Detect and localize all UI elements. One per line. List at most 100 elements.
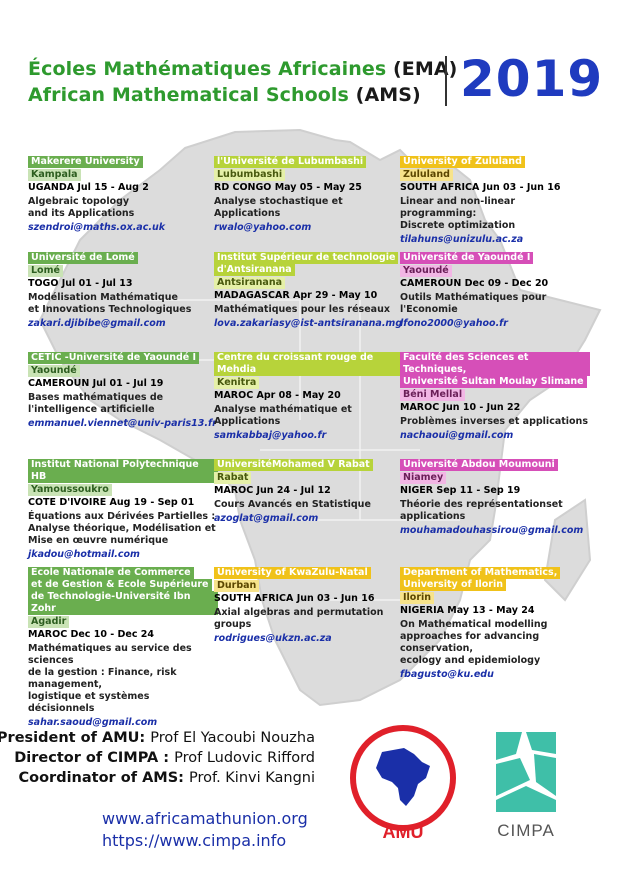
topic-line: Problèmes inverses et applications	[400, 416, 588, 427]
school-city: Yamoussoukro	[28, 484, 112, 496]
amu-link[interactable]: www.africamathunion.org	[102, 809, 308, 828]
topic-line: Théorie des représentationset applicatio…	[400, 499, 563, 522]
institution-line: Department of Mathematics,	[400, 567, 561, 579]
topic-line: logistique et systèmes décisionnels	[28, 691, 150, 714]
school-card: Centre du croissant rouge de Mehdia Kenit…	[214, 352, 404, 442]
school-card: University of Zululand Zululand SOUTH AFRI…	[400, 156, 590, 246]
school-email[interactable]: azoglat@gmail.com	[214, 513, 319, 524]
school-country-dates: SOUTH AFRICA Jun 03 - Jun 16	[400, 182, 561, 193]
institution-line: de Technologie-Université Ibn Zohr	[28, 591, 218, 615]
school-topic: Mathématiques au service des sciences de …	[28, 643, 218, 715]
institution-line: Université Sultan Moulay Slimane	[400, 376, 587, 388]
school-card: Université de Lomé Lomé TOGO Jul 01 - Jul …	[28, 252, 218, 330]
school-city: Kampala	[28, 169, 81, 181]
school-city: Durban	[214, 580, 260, 592]
school-city: Ilorin	[400, 592, 435, 604]
title-divider	[445, 56, 447, 106]
topic-line: Linear and non-linear programming:	[400, 196, 516, 219]
school-country-dates: NIGER Sep 11 - Sep 19	[400, 485, 521, 496]
school-email[interactable]: sahar.saoud@gmail.com	[28, 717, 158, 728]
school-email[interactable]: nachaoui@gmail.com	[400, 430, 514, 441]
school-email[interactable]: jkadou@hotmail.com	[28, 549, 140, 560]
school-topic: Linear and non-linear programming: Discre…	[400, 196, 590, 232]
school-card: CETIC -Université de Yaoundé I Yaoundé CAM…	[28, 352, 218, 430]
school-topic: On Mathematical modelling approaches for …	[400, 619, 590, 667]
school-topic: Bases mathématiques de l'intelligence art…	[28, 392, 218, 416]
president-line: President of AMU: Prof El Yacoubi Nouzha	[0, 730, 315, 746]
institution-line: Makerere University	[28, 156, 143, 168]
institution-line: University of Ilorin	[400, 579, 506, 591]
school-card: UniversitéMohamed V Rabat Rabat MAROC Jun …	[214, 459, 404, 525]
school-email[interactable]: tilahuns@unizulu.ac.za	[400, 234, 524, 245]
institution-line: University of KwaZulu-Natal	[214, 567, 371, 579]
school-country-dates: MADAGASCAR Apr 29 - May 10	[214, 290, 378, 301]
school-city: Antsiranana	[214, 277, 286, 289]
institution-line: Université de Lomé	[28, 252, 138, 264]
school-country-dates: NIGERIA May 13 - May 24	[400, 605, 535, 616]
institution-line: Université de Yaoundé I	[400, 252, 534, 264]
school-institution: Université Abdou Moumouni	[400, 459, 590, 471]
school-email[interactable]: fbagusto@ku.edu	[400, 669, 494, 680]
topic-line: On Mathematical modelling	[400, 619, 548, 630]
school-city: Agadir	[28, 616, 70, 628]
school-email[interactable]: emmanuel.viennet@univ-paris13.fr	[28, 418, 217, 429]
school-email[interactable]: zakari.djibibe@gmail.com	[28, 318, 166, 329]
amu-logo: AMU	[350, 725, 456, 842]
school-card: Faculté des Sciences et Techniques, Unive…	[400, 352, 590, 442]
school-email[interactable]: rwalo@yahoo.com	[214, 222, 312, 233]
school-city: Yaoundé	[400, 265, 452, 277]
school-topic: Axial algebras and permutation groups	[214, 607, 404, 631]
cimpa-link[interactable]: https://www.cimpa.info	[102, 831, 287, 850]
school-email[interactable]: lova.zakariasy@ist-antsiranana.mg	[214, 318, 403, 329]
school-country-dates: MAROC Dec 10 - Dec 24	[28, 629, 155, 640]
school-institution: Université de Yaoundé I	[400, 252, 590, 264]
school-city: Béni Mellal	[400, 389, 466, 401]
topic-line: Algebraic topology	[28, 196, 130, 207]
school-card: Makerere University Kampala UGANDA Jul 15 …	[28, 156, 218, 234]
school-topic: Problèmes inverses et applications	[400, 416, 590, 428]
institution-line: d'Antsiranana	[214, 264, 295, 276]
school-topic: Analyse stochastique et Applications	[214, 196, 404, 220]
links: www.africamathunion.org https://www.cimp…	[102, 808, 308, 852]
topic-line: l'intelligence artificielle	[28, 404, 155, 415]
school-email[interactable]: samkabbaj@yahoo.fr	[214, 430, 327, 441]
school-email[interactable]: szendroi@maths.ox.ac.uk	[28, 222, 166, 233]
topic-line: Analyse théorique, Modélisation et	[28, 523, 216, 534]
institution-line: Institut National Polytechnique HB	[28, 459, 218, 483]
school-email[interactable]: mouhamadouhassirou@gmail.com	[400, 525, 584, 536]
school-email[interactable]: rodrigues@ukzn.ac.za	[214, 633, 332, 644]
title-english: African Mathematical Schools (AMS)	[28, 84, 421, 106]
school-institution: University of Zululand	[400, 156, 590, 168]
school-city: Lomé	[28, 265, 63, 277]
school-institution: Faculté des Sciences et Techniques, Unive…	[400, 352, 590, 388]
topic-line: approaches for advancing conservation,	[400, 631, 540, 654]
year: 2019	[460, 50, 604, 108]
institution-line: Faculté des Sciences et Techniques,	[400, 352, 590, 376]
topic-line: Outils Mathématiques pour l'Economie	[400, 292, 547, 315]
school-city: Kenitra	[214, 377, 260, 389]
topic-line: Axial algebras and permutation groups	[214, 607, 384, 630]
school-email[interactable]: lfono2000@yahoo.fr	[400, 318, 508, 329]
school-institution: Makerere University	[28, 156, 218, 168]
school-country-dates: CAMEROUN Dec 09 - Dec 20	[400, 278, 549, 289]
school-country-dates: COTE D'IVOIRE Aug 19 - Sep 01	[28, 497, 195, 508]
school-topic: Théorie des représentationset applicatio…	[400, 499, 590, 523]
school-card: Université de Yaoundé I Yaoundé CAMEROUN D…	[400, 252, 590, 330]
school-institution: Institut Supérieur de technologie d'Antsi…	[214, 252, 404, 276]
school-topic: Mathématiques pour les réseaux	[214, 304, 404, 316]
cimpa-logo-text: CIMPA	[497, 821, 555, 840]
school-country-dates: SOUTH AFRICA Jun 03 - Jun 16	[214, 593, 375, 604]
school-card: Institut National Polytechnique HB Yamous…	[28, 459, 218, 561]
amu-logo-text: AMU	[383, 822, 424, 842]
school-card: Department of Mathematics, University of …	[400, 567, 590, 681]
school-country-dates: MAROC Jun 10 - Jun 22	[400, 402, 521, 413]
school-institution: Université de Lomé	[28, 252, 218, 264]
coordinator-line: Coordinator of AMS: Prof. Kinvi Kangni	[18, 770, 315, 786]
topic-line: Mathématiques au service des sciences	[28, 643, 192, 666]
school-city: Zululand	[400, 169, 453, 181]
school-country-dates: RD CONGO May 05 - May 25	[214, 182, 362, 193]
topic-line: Discrete optimization	[400, 220, 516, 231]
school-institution: Institut National Polytechnique HB	[28, 459, 218, 483]
topic-line: Applications	[214, 416, 281, 427]
school-card: Université Abdou Moumouni Niamey NIGER Sep…	[400, 459, 590, 537]
